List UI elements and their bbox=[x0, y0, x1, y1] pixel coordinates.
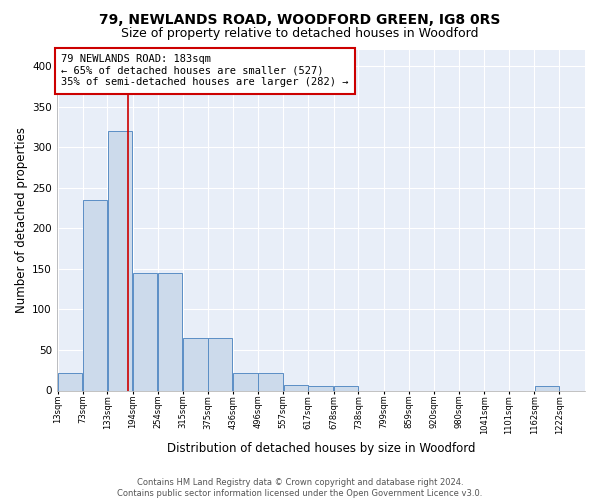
Text: 79, NEWLANDS ROAD, WOODFORD GREEN, IG8 0RS: 79, NEWLANDS ROAD, WOODFORD GREEN, IG8 0… bbox=[100, 12, 500, 26]
Bar bbox=[258, 372, 283, 390]
Text: Size of property relative to detached houses in Woodford: Size of property relative to detached ho… bbox=[121, 28, 479, 40]
Bar bbox=[83, 200, 107, 390]
Text: 79 NEWLANDS ROAD: 183sqm
← 65% of detached houses are smaller (527)
35% of semi-: 79 NEWLANDS ROAD: 183sqm ← 65% of detach… bbox=[61, 54, 349, 88]
X-axis label: Distribution of detached houses by size in Woodford: Distribution of detached houses by size … bbox=[167, 442, 475, 455]
Bar bbox=[284, 385, 308, 390]
Bar bbox=[107, 131, 132, 390]
Bar bbox=[158, 273, 182, 390]
Bar bbox=[183, 338, 208, 390]
Bar bbox=[535, 386, 559, 390]
Text: Contains HM Land Registry data © Crown copyright and database right 2024.
Contai: Contains HM Land Registry data © Crown c… bbox=[118, 478, 482, 498]
Bar bbox=[308, 386, 333, 390]
Bar bbox=[233, 372, 258, 390]
Bar bbox=[208, 338, 232, 390]
Y-axis label: Number of detached properties: Number of detached properties bbox=[15, 127, 28, 313]
Bar bbox=[58, 372, 82, 390]
Bar bbox=[133, 273, 157, 390]
Bar bbox=[334, 386, 358, 390]
